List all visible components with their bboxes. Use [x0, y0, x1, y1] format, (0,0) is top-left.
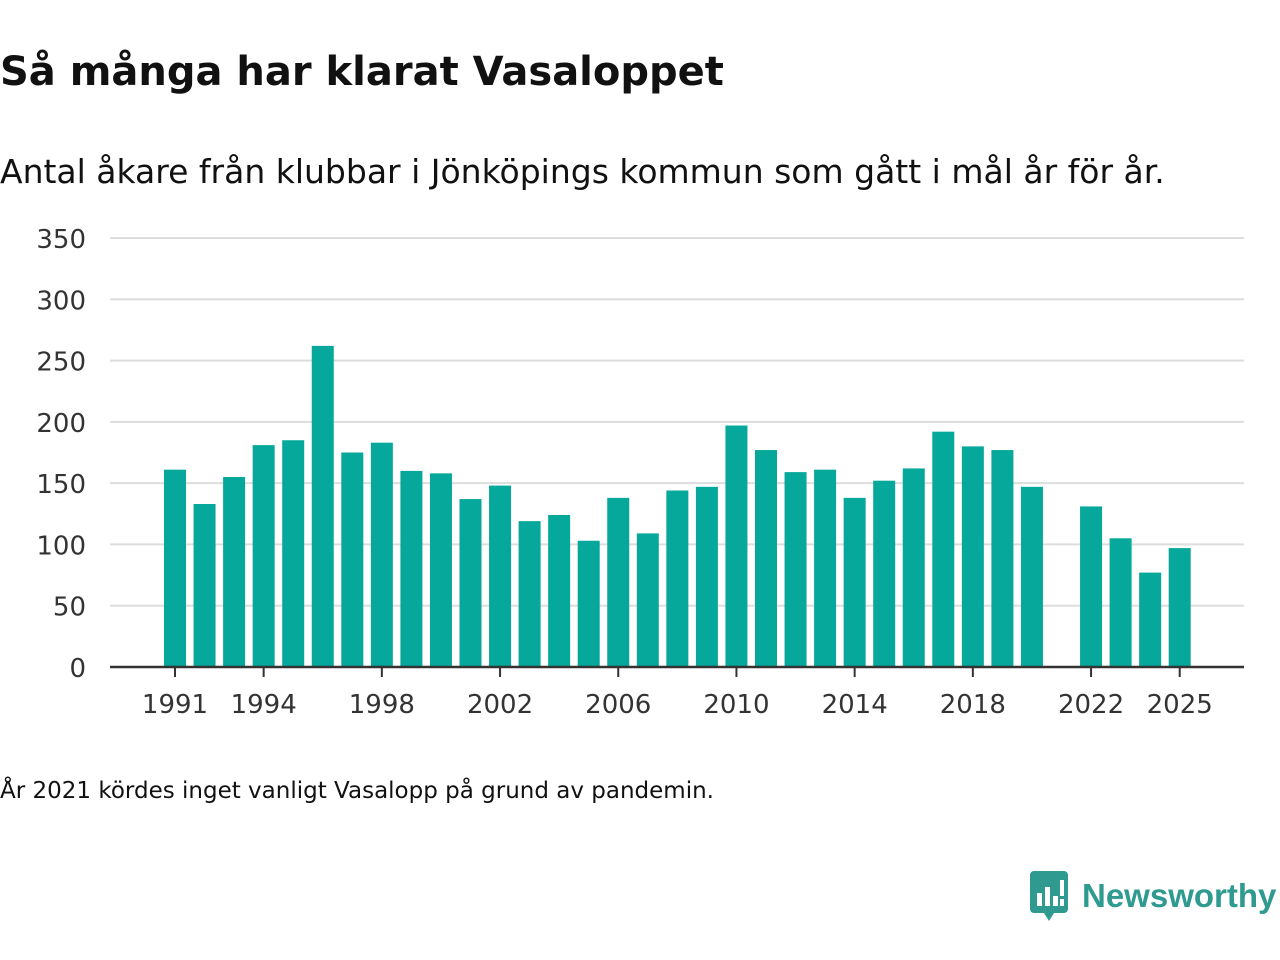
y-tick-label: 250 — [36, 348, 86, 378]
bar-2002 — [489, 485, 512, 667]
x-tick-label: 2014 — [822, 690, 888, 720]
bar-1995 — [282, 440, 305, 667]
bar-2023 — [1109, 538, 1132, 667]
x-tick-label: 2025 — [1147, 690, 1213, 720]
newsworthy-chart-icon — [1030, 871, 1068, 921]
chart-footnote: År 2021 kördes inget vanligt Vasalopp på… — [0, 778, 714, 804]
bar-2007 — [636, 533, 659, 667]
bar-2005 — [577, 540, 600, 667]
bar-2009 — [695, 486, 718, 667]
y-tick-label: 0 — [69, 654, 86, 684]
chart-title: Så många har klarat Vasaloppet — [0, 49, 724, 95]
bar-2010 — [725, 425, 748, 667]
y-tick-label: 50 — [53, 593, 86, 623]
x-tick-label: 1998 — [349, 690, 415, 720]
y-tick-labels: 0 50 100 150 200 250 300 350 — [36, 225, 86, 684]
x-tick-label: 2006 — [585, 690, 651, 720]
bar-2013 — [814, 469, 837, 667]
y-tick-label: 150 — [36, 470, 86, 500]
x-tick-labels: 1991 1994 1998 2002 2006 2010 2014 2018 2022 2025 — [142, 690, 1213, 720]
x-tick-label: 1994 — [231, 690, 297, 720]
bar-2003 — [518, 521, 541, 667]
y-tick-label: 100 — [36, 531, 86, 561]
bar-2015 — [873, 480, 896, 667]
bar-1997 — [341, 452, 364, 667]
bar-2018 — [961, 446, 984, 667]
bar-2001 — [459, 499, 482, 667]
chart-subtitle: Antal åkare från klubbar i Jönköpings ko… — [0, 152, 1165, 191]
bar-2008 — [666, 490, 689, 667]
bar-2019 — [991, 450, 1014, 667]
y-tick-label: 350 — [36, 225, 86, 255]
y-tick-label: 200 — [36, 409, 86, 439]
bar-2012 — [784, 472, 807, 667]
bar-2014 — [843, 497, 866, 667]
brand-name: Newsworthy — [1082, 877, 1277, 914]
axes — [110, 665, 1244, 677]
bar-2025 — [1168, 548, 1191, 667]
bar-2016 — [902, 468, 925, 667]
y-tick-label: 300 — [36, 286, 86, 316]
bar-2024 — [1139, 572, 1162, 667]
x-tick-label: 2018 — [940, 690, 1006, 720]
bar-1994 — [252, 445, 275, 667]
brand-logo: Newsworthy — [1030, 870, 1276, 922]
bar-1996 — [311, 345, 334, 667]
x-tick-label: 2002 — [467, 690, 533, 720]
bar-2006 — [607, 497, 630, 667]
bar-1998 — [370, 442, 393, 667]
bar-1992 — [193, 503, 216, 667]
bar-1991 — [164, 469, 186, 667]
x-tick-label: 2022 — [1058, 690, 1124, 720]
x-tick-label: 2010 — [703, 690, 769, 720]
bar-2004 — [548, 515, 571, 667]
bar-2017 — [932, 431, 955, 667]
bar-1993 — [223, 477, 246, 667]
bar-2020 — [1020, 486, 1043, 667]
bar-1999 — [400, 470, 423, 667]
bar-2011 — [755, 450, 777, 667]
bars — [164, 345, 1191, 667]
bar-2000 — [429, 473, 452, 667]
bar-2022 — [1080, 506, 1103, 667]
x-tick-label: 1991 — [142, 690, 208, 720]
bar-chart: 0 50 100 150 200 250 300 350 1991 1994 1998 2002 20… — [36, 225, 1244, 720]
